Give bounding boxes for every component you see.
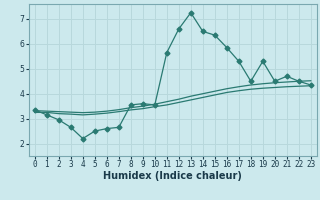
X-axis label: Humidex (Indice chaleur): Humidex (Indice chaleur) <box>103 171 242 181</box>
